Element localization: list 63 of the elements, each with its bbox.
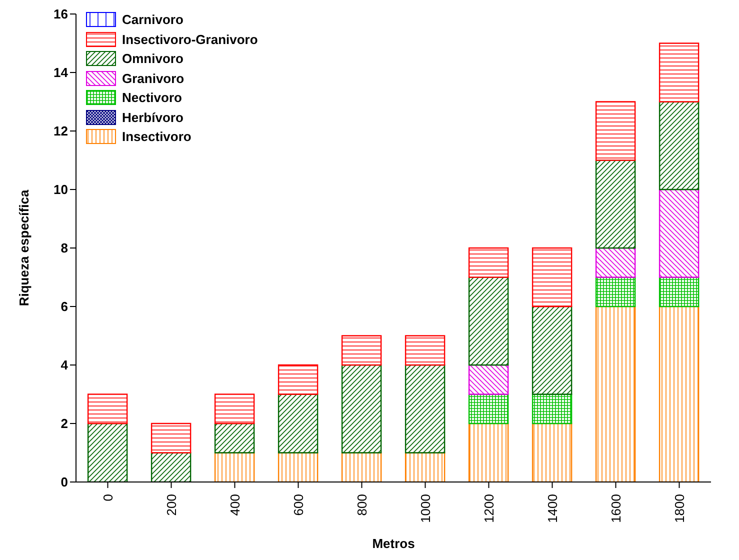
bar [532, 394, 572, 424]
bar [595, 306, 636, 482]
y-tick-label: 6 [60, 299, 68, 314]
x-tick-label: 800 [354, 494, 370, 516]
bar [595, 160, 636, 249]
y-tick-label: 16 [54, 6, 68, 22]
bar [341, 335, 382, 366]
bar [214, 422, 255, 454]
x-tick-label: 1000 [418, 494, 433, 523]
bar [658, 188, 700, 278]
x-tick-label: 1400 [544, 494, 560, 523]
bar [595, 276, 636, 308]
y-tick-label: 8 [60, 240, 68, 256]
x-tick-label: 200 [164, 494, 179, 516]
y-tick-label: 2 [60, 416, 68, 432]
y-tick-label: 10 [54, 182, 68, 198]
x-tick-label: 0 [100, 494, 116, 502]
legend-label: Carnivoro [122, 11, 184, 29]
bar [87, 394, 128, 424]
bar [341, 452, 382, 482]
bar [532, 306, 572, 395]
bar [595, 101, 636, 161]
bar [468, 247, 509, 278]
bar [214, 452, 255, 482]
x-tick-label: 1800 [672, 494, 687, 523]
bar [278, 394, 318, 454]
x-axis-title: Metros [372, 536, 415, 551]
legend-label: Insectivoro-Granivoro [122, 30, 258, 48]
x-tick-label: 400 [227, 494, 242, 516]
bar [404, 364, 446, 454]
x-tick-label: 1200 [481, 494, 496, 523]
bar [532, 422, 572, 482]
y-tick-label: 14 [54, 65, 69, 80]
y-tick-label: 0 [60, 474, 68, 490]
bar [468, 364, 509, 395]
legend-label: Herbívoro [122, 108, 184, 126]
bar [595, 247, 636, 278]
bar [150, 452, 192, 482]
x-tick-label: 600 [290, 494, 306, 516]
bar [658, 276, 700, 308]
bar [278, 452, 318, 482]
bar [468, 394, 509, 424]
bar [278, 364, 318, 395]
legend-label: Granivoro [122, 70, 184, 88]
bar [658, 101, 700, 190]
y-tick-label: 12 [54, 124, 68, 139]
bar [658, 306, 700, 482]
legend-label: Nectivoro [122, 89, 182, 107]
y-axis-title: Riqueza específica [16, 189, 32, 306]
bar [404, 335, 446, 366]
bar [468, 422, 509, 482]
x-tick-label: 1600 [608, 494, 624, 523]
bar [341, 364, 382, 454]
y-tick-label: 4 [60, 358, 69, 373]
bar [150, 422, 192, 454]
legend-label: Insectivoro [122, 128, 192, 146]
bar [468, 276, 509, 366]
bar [658, 42, 700, 102]
bar [87, 422, 128, 482]
bar [404, 452, 446, 482]
bar [532, 247, 572, 308]
legend-label: Omnivoro [122, 50, 184, 68]
bar [214, 394, 255, 424]
